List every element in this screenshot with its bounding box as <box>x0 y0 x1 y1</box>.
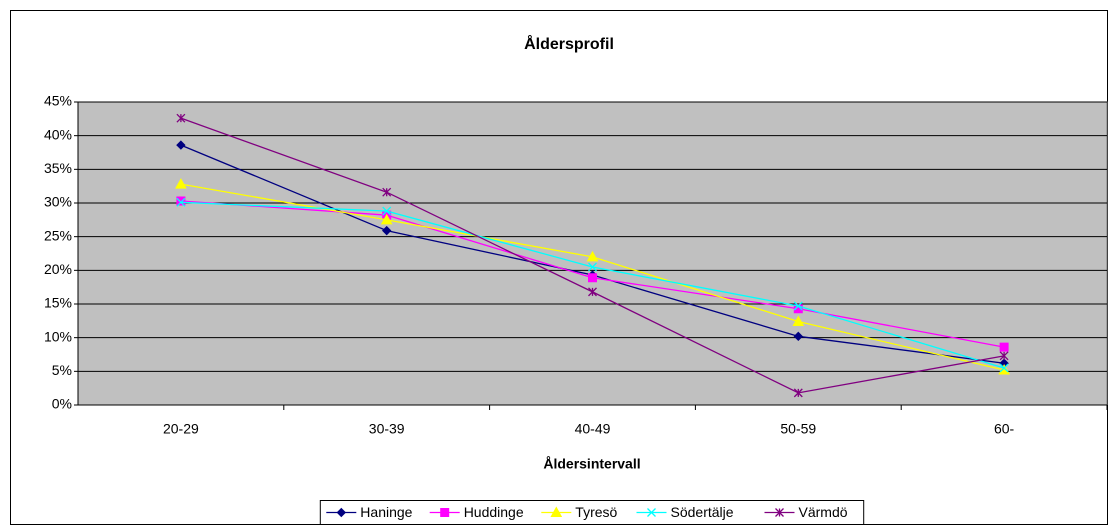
y-tick-label: 20% <box>44 261 72 277</box>
data-point <box>381 225 392 236</box>
legend-marker <box>647 508 656 517</box>
data-point <box>998 363 1010 375</box>
legend-marker <box>336 507 347 518</box>
data-point <box>176 113 186 123</box>
data-point <box>175 178 187 189</box>
y-tick-label: 40% <box>44 126 72 142</box>
legend-label: Tyresö <box>575 504 617 520</box>
x-tick-label: 50-59 <box>780 421 816 437</box>
legend-label: Huddinge <box>464 504 524 520</box>
data-point <box>792 315 805 327</box>
data-point <box>176 197 186 207</box>
data-point <box>380 213 393 225</box>
legend-label: Värmdö <box>799 504 848 520</box>
y-tick-label: 5% <box>52 362 72 378</box>
legend-label: Södertälje <box>671 504 734 520</box>
data-point <box>793 388 803 398</box>
data-point <box>793 331 804 342</box>
x-axis-title: Åldersintervall <box>543 456 640 472</box>
data-point <box>999 363 1009 373</box>
x-tick-label: 60- <box>994 421 1015 437</box>
y-tick-label: 30% <box>44 194 72 210</box>
x-tick-label: 40-49 <box>575 421 611 437</box>
y-tick-label: 45% <box>44 93 72 109</box>
y-tick-label: 15% <box>44 295 72 311</box>
y-tick-label: 25% <box>44 227 72 243</box>
data-point <box>588 287 597 297</box>
y-tick-label: 0% <box>52 396 72 412</box>
data-point <box>382 206 392 216</box>
legend-marker <box>440 508 450 517</box>
data-point <box>793 301 803 311</box>
data-point <box>586 250 599 262</box>
x-tick-label: 30-39 <box>369 421 405 437</box>
legend-label: Haninge <box>360 504 412 520</box>
legend-marker <box>550 506 563 517</box>
data-point <box>176 140 186 150</box>
chart-title: Åldersprofil <box>524 34 614 53</box>
data-point <box>999 342 1009 352</box>
y-tick-label: 10% <box>44 328 72 344</box>
data-point <box>382 187 392 197</box>
data-point <box>588 273 597 283</box>
data-point <box>176 196 186 206</box>
x-tick-label: 20-29 <box>163 421 199 437</box>
legend-marker <box>775 508 784 517</box>
data-point <box>588 262 597 272</box>
data-point <box>999 351 1009 361</box>
y-tick-label: 35% <box>44 160 72 176</box>
